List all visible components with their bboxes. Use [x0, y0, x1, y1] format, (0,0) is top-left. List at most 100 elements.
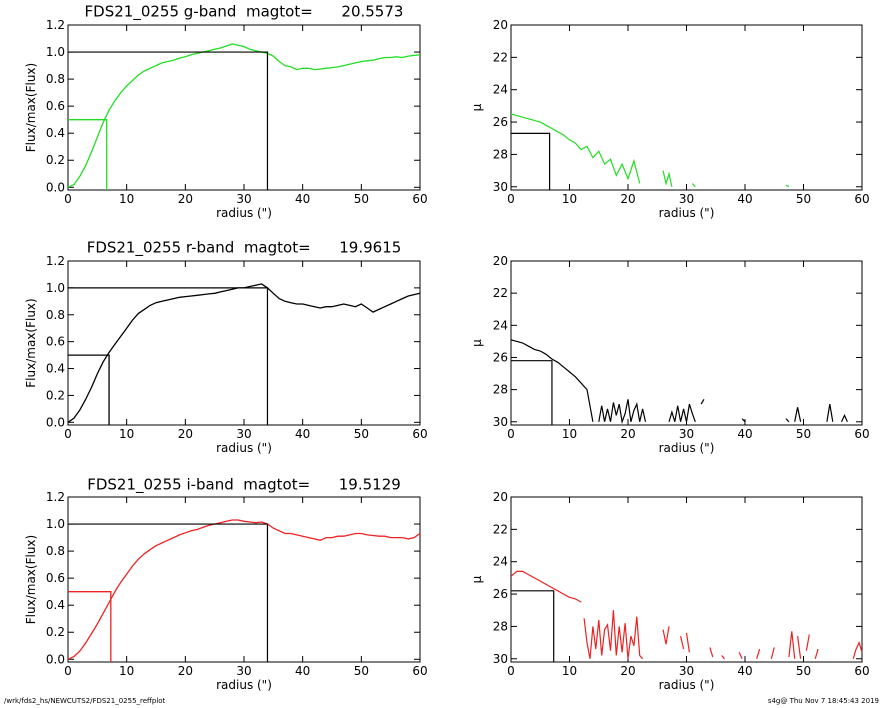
i-growth-xtick-label: 10: [119, 664, 134, 678]
i-band-growth-curve: [67, 519, 421, 660]
g-growth-ylabel: Flux/max(Flux): [24, 63, 38, 152]
i-profile-ytick-label: 26: [493, 587, 508, 601]
g-growth-ytick-label: 1.2: [46, 18, 65, 32]
g-growth-ytick-label: 0.6: [46, 99, 65, 113]
r-growth-xlabel: radius ("): [216, 441, 272, 455]
g-band-profile-segment: [662, 170, 673, 187]
g-growth-xlabel: radius ("): [216, 206, 272, 220]
i-growth-xtick-label: 50: [354, 664, 369, 678]
r-profile-xtick-label: 10: [562, 427, 577, 441]
r-band-profile-segment: [598, 399, 647, 425]
i-growth-xtick-label: 60: [412, 664, 427, 678]
r-band-profile-segment: [741, 418, 746, 423]
r-growth-ytick-label: 0.6: [46, 335, 65, 349]
i-profile-ytick-label: 30: [493, 652, 508, 666]
r-growth-ytick-label: 0.8: [46, 308, 65, 322]
r-growth-ytick-label: 1.0: [46, 281, 65, 295]
g-half-light-radius-marker: [68, 119, 108, 190]
i-profile-ytick-label: 20: [493, 490, 508, 504]
i-profile-xtick-label: 30: [679, 664, 694, 678]
r-growth-xtick-label: 0: [64, 427, 72, 441]
i-profile-ytick-label: 28: [493, 619, 508, 633]
i-band-profile-segment: [770, 647, 775, 659]
g-profile-xtick-label: 30: [679, 192, 694, 206]
r-profile-ytick-label: 28: [493, 383, 508, 397]
g-growth-ytick-label: 1.0: [46, 45, 65, 59]
i-growth-xtick-label: 40: [295, 664, 310, 678]
i-band-profile-segment: [685, 632, 690, 653]
i-growth-ytick-label: 0.4: [46, 598, 65, 612]
g-growth-xtick-label: 40: [295, 192, 310, 206]
r-band-profile-segment: [840, 413, 848, 423]
g-profile-xtick-label: 20: [620, 192, 635, 206]
i-profile-xtick-label: 60: [854, 664, 869, 678]
g-band-profile-segment: [785, 184, 790, 188]
r-growth-xtick-label: 20: [178, 427, 193, 441]
r-band-growth-title: FDS21_0255 r-band magtot= 19.9615: [87, 239, 402, 258]
r-profile-xtick-label: 20: [620, 427, 635, 441]
i-total-radius-marker: [68, 523, 269, 662]
i-band-profile-segment: [583, 610, 644, 660]
i-growth-ylabel: Flux/max(Flux): [24, 535, 38, 624]
g-profile-ytick-label: 22: [493, 50, 508, 64]
i-growth-ytick-label: 0.8: [46, 544, 65, 558]
g-profile-xtick-label: 10: [562, 192, 577, 206]
i-band-profile-segment: [797, 636, 802, 659]
g-growth-xtick-label: 0: [64, 192, 72, 206]
i-band-profile-segment: [510, 570, 582, 603]
i-half-light-radius-marker: [68, 591, 112, 662]
g-profile-ytick-label: 28: [493, 147, 508, 161]
i-profile-xtick-label: 0: [507, 664, 515, 678]
r-growth-xtick-label: 50: [354, 427, 369, 441]
g-profile-xtick-label: 60: [854, 192, 869, 206]
r-profile-ytick-label: 30: [493, 415, 508, 429]
r-growth-xtick-label: 60: [412, 427, 427, 441]
g-band-profile-segment: [510, 113, 641, 184]
r-growth-ytick-label: 0.0: [46, 415, 65, 429]
r-band-growth-curve: [67, 283, 421, 423]
r-growth-ytick-label: 0.2: [46, 388, 65, 402]
i-profile-xlabel: radius ("): [659, 678, 715, 692]
r-band-profile-segment: [700, 398, 705, 405]
g-profile-ylabel: μ: [470, 103, 484, 111]
g-growth-xtick-label: 20: [178, 192, 193, 206]
i-mu-eff-marker: [511, 590, 555, 662]
r-profile-ytick-label: 24: [493, 318, 508, 332]
g-growth-ytick-label: 0.4: [46, 126, 65, 140]
r-profile-xtick-label: 60: [854, 427, 869, 441]
i-growth-ytick-label: 1.0: [46, 517, 65, 531]
g-growth-ytick-label: 0.2: [46, 153, 65, 167]
g-growth-xtick-label: 50: [354, 192, 369, 206]
footer-timestamp: s4g@ Thu Nov 7 18:45:43 2019: [767, 697, 879, 705]
r-growth-xtick-label: 40: [295, 427, 310, 441]
g-band-profile-segment: [691, 183, 696, 188]
r-band-profile-frame: [510, 260, 863, 426]
r-band-profile-segment: [785, 418, 790, 423]
r-growth-xtick-label: 30: [236, 427, 251, 441]
i-band-profile-segment: [814, 648, 819, 659]
r-mu-eff-marker: [511, 360, 553, 425]
i-profile-ylabel: μ: [470, 575, 484, 583]
i-growth-ytick-label: 0.0: [46, 652, 65, 666]
i-band-profile-segment: [788, 631, 796, 659]
g-mu-eff-marker: [511, 132, 551, 190]
i-growth-xlabel: radius ("): [216, 678, 272, 692]
g-growth-xtick-label: 60: [412, 192, 427, 206]
r-half-light-radius-marker: [68, 354, 110, 425]
i-band-profile-segment: [721, 655, 725, 660]
g-profile-xtick-label: 40: [737, 192, 752, 206]
i-profile-xtick-label: 10: [562, 664, 577, 678]
g-growth-ytick-label: 0.8: [46, 72, 65, 86]
r-profile-ytick-label: 20: [493, 254, 508, 268]
g-total-radius-marker: [68, 51, 269, 190]
r-growth-ytick-label: 1.2: [46, 254, 65, 268]
g-growth-xtick-label: 30: [236, 192, 251, 206]
g-profile-xtick-label: 0: [507, 192, 515, 206]
g-band-growth-frame: [67, 24, 421, 191]
r-profile-xtick-label: 30: [679, 427, 694, 441]
i-band-growth-title: FDS21_0255 i-band magtot= 19.5129: [87, 476, 401, 495]
i-profile-ytick-label: 22: [493, 522, 508, 536]
g-profile-ytick-label: 30: [493, 180, 508, 194]
i-growth-ytick-label: 1.2: [46, 490, 65, 504]
